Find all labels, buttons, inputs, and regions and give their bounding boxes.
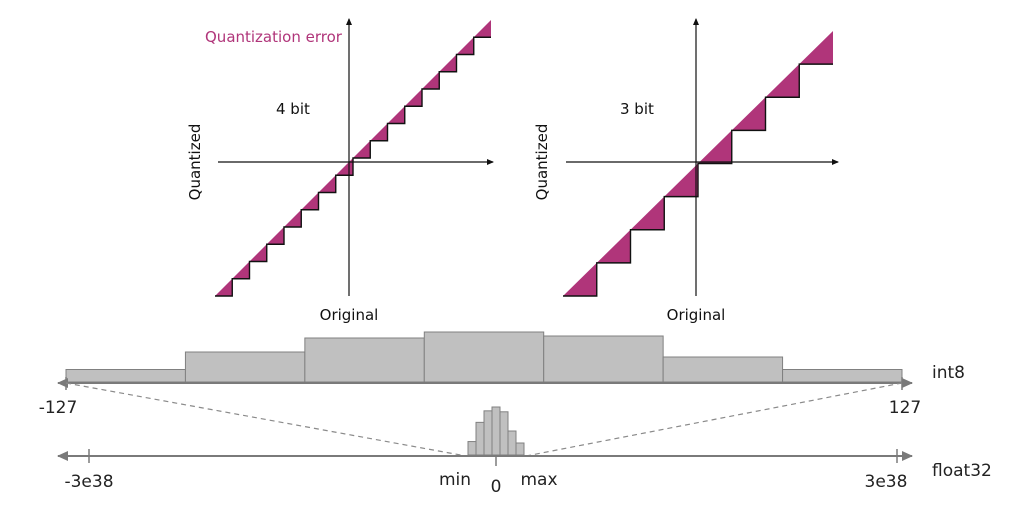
error-triangle-3bit-6 bbox=[731, 97, 766, 131]
int8-histogram-bar bbox=[304, 337, 425, 383]
float32-histogram-bar bbox=[467, 441, 477, 456]
int8-histogram-bar bbox=[423, 331, 545, 383]
error-triangle-4bit-14 bbox=[439, 54, 457, 72]
error-triangle-4bit-5 bbox=[284, 209, 302, 227]
float32-range: float32 -3e38 3e38 min 0 max bbox=[57, 406, 992, 497]
error-triangle-4bit-13 bbox=[422, 71, 440, 89]
y-axis-label-3bit: Quantized bbox=[533, 124, 551, 201]
int8-histogram bbox=[65, 331, 903, 383]
staircase-3bit bbox=[563, 31, 833, 297]
error-triangle-4bit-6 bbox=[301, 192, 319, 210]
x-axis-label-3bit: Original bbox=[667, 306, 726, 324]
float32-histogram-bar bbox=[515, 442, 525, 456]
step-line-4bit bbox=[215, 36, 491, 297]
error-triangle-4bit-12 bbox=[404, 89, 422, 107]
error-triangle-3bit-4 bbox=[664, 163, 698, 197]
error-triangle-4bit-15 bbox=[456, 37, 474, 55]
y-axis-label-4bit: Quantized bbox=[186, 124, 204, 201]
x-axis-label-4bit: Original bbox=[320, 306, 379, 324]
int8-max-label: 127 bbox=[889, 398, 921, 418]
float32-histogram bbox=[467, 406, 525, 456]
float32-histogram-bar bbox=[491, 406, 501, 456]
float32-max-label: 3e38 bbox=[865, 472, 908, 492]
error-triangle-4bit-1 bbox=[215, 278, 233, 296]
float32-histogram-bar bbox=[499, 411, 509, 456]
plot-label-3bit: 3 bit bbox=[620, 100, 654, 118]
error-triangle-4bit-16 bbox=[473, 20, 491, 38]
float32-min-label: -3e38 bbox=[64, 472, 113, 492]
plot-3bit: 3 bit Quantized Original bbox=[533, 18, 839, 324]
error-triangle-4bit-11 bbox=[387, 106, 405, 124]
error-triangle-4bit-4 bbox=[266, 227, 284, 245]
int8-range: int8 -127 127 bbox=[39, 331, 965, 418]
mapping-line-max bbox=[525, 382, 903, 457]
error-triangle-3bit-8 bbox=[799, 31, 833, 65]
error-triangle-3bit-3 bbox=[630, 196, 665, 230]
int8-min-label: -127 bbox=[39, 398, 78, 418]
staircase-4bit bbox=[215, 20, 491, 297]
error-triangle-3bit-7 bbox=[765, 64, 800, 98]
error-triangle-3bit-5 bbox=[698, 130, 732, 164]
float32-range-min-label: min bbox=[439, 470, 471, 490]
float32-histogram-bar bbox=[507, 430, 517, 456]
plot-label-4bit: 4 bit bbox=[276, 100, 310, 118]
mapping-line-min bbox=[65, 382, 467, 457]
float32-axis-name: float32 bbox=[932, 461, 992, 481]
error-triangle-4bit-3 bbox=[249, 244, 267, 262]
int8-histogram-bar bbox=[65, 369, 186, 383]
step-line-3bit bbox=[563, 63, 833, 297]
error-triangle-4bit-9 bbox=[353, 140, 371, 158]
float32-range-max-label: max bbox=[520, 470, 557, 490]
float32-histogram-bar bbox=[483, 410, 493, 456]
quantization-error-label: Quantization error bbox=[205, 28, 343, 46]
error-triangle-4bit-2 bbox=[232, 261, 250, 279]
error-triangle-4bit-7 bbox=[318, 175, 336, 193]
int8-histogram-bar bbox=[662, 356, 784, 383]
plot-4bit: Quantization error 4 bit Quantized Origi… bbox=[186, 18, 494, 324]
error-triangle-4bit-8 bbox=[335, 158, 353, 176]
int8-histogram-bar bbox=[543, 335, 664, 383]
int8-histogram-bar bbox=[184, 351, 306, 383]
int8-histogram-bar bbox=[782, 369, 903, 383]
error-triangle-3bit-2 bbox=[596, 229, 631, 263]
error-triangle-4bit-10 bbox=[370, 123, 388, 141]
float32-zero-label: 0 bbox=[491, 477, 502, 497]
int8-axis-name: int8 bbox=[932, 363, 965, 383]
float32-histogram-bar bbox=[475, 421, 485, 456]
error-triangle-3bit-1 bbox=[563, 262, 597, 296]
